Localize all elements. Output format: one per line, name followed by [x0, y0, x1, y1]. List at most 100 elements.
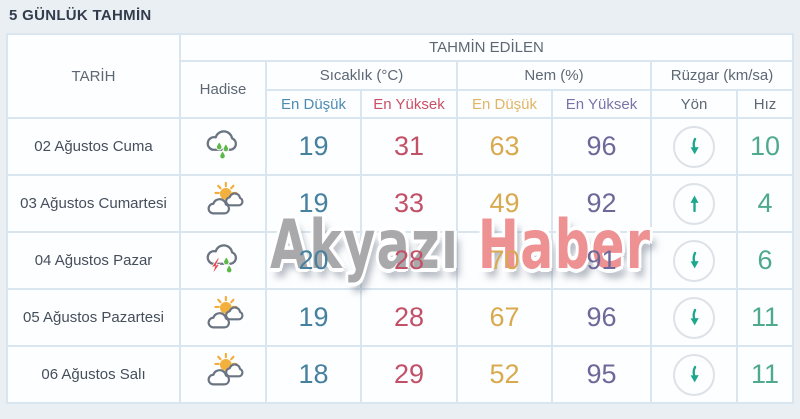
rain-cloud-icon [200, 124, 246, 164]
date-label: 04 Ağustos Pazar [34, 251, 153, 269]
date-label: 05 Ağustos Pazartesi [23, 308, 164, 326]
wind-speed-value: 6 [757, 245, 773, 275]
col-header-temp-max: En Yüksek [362, 91, 456, 117]
wind-dir-cell [652, 176, 736, 231]
temp-min-value: 19 [298, 131, 329, 161]
col-header-temp-min: En Düşük [267, 91, 360, 117]
date-cell: 04 Ağustos Pazar [8, 233, 179, 288]
wind-speed-cell: 11 [738, 290, 792, 345]
humidity-max-value: 96 [586, 302, 617, 332]
temp-max-cell: 28 [362, 290, 456, 345]
col-header-temperature: Sıcaklık (°C) [267, 62, 456, 89]
humidity-min-value: 63 [489, 131, 520, 161]
col-header-date: TARİH [8, 35, 179, 117]
condition-cell [181, 290, 265, 345]
humidity-min-value: 52 [489, 359, 520, 389]
partly-cloudy-icon [200, 295, 246, 335]
wind-speed-value: 10 [749, 131, 781, 161]
temp-max-value: 28 [393, 302, 425, 332]
date-label: 02 Ağustos Cuma [34, 137, 153, 155]
temp-min-cell: 19 [267, 176, 360, 231]
date-cell: 02 Ağustos Cuma [8, 119, 179, 174]
humidity-max-value: 92 [586, 188, 617, 218]
temp-max-value: 31 [393, 131, 425, 161]
hum-min-cell: 70 [458, 233, 551, 288]
temp-min-value: 19 [298, 302, 329, 332]
temp-max-cell: 28 [362, 233, 456, 288]
partly-cloudy-icon [200, 181, 246, 221]
wind-dir-cell [652, 233, 736, 288]
humidity-max-value: 95 [586, 359, 617, 389]
forecast-row: 02 Ağustos Cuma 19 31 63 96 10 [8, 119, 792, 174]
date-cell: 03 Ağustos Cumartesi [8, 176, 179, 231]
hum-max-cell: 95 [553, 347, 650, 402]
col-header-hum-min: En Düşük [458, 91, 551, 117]
forecast-row: 06 Ağustos Salı 18 29 52 95 11 [8, 347, 792, 402]
hum-min-cell: 49 [458, 176, 551, 231]
wind-dir-cell [652, 290, 736, 345]
humidity-min-value: 70 [489, 245, 520, 275]
wind-direction-up-icon [673, 182, 715, 225]
col-header-humidity: Nem (%) [458, 62, 650, 89]
hum-min-cell: 67 [458, 290, 551, 345]
wind-dir-cell [652, 347, 736, 402]
wind-speed-value: 4 [757, 188, 773, 218]
wind-speed-value: 11 [750, 359, 780, 389]
page-title: 5 GÜNLÜK TAHMİN [9, 7, 152, 24]
hum-max-cell: 96 [553, 290, 650, 345]
wind-direction-down-icon [673, 353, 715, 396]
humidity-max-value: 96 [586, 131, 617, 161]
temp-max-cell: 31 [362, 119, 456, 174]
temp-min-cell: 20 [267, 233, 360, 288]
temp-max-cell: 29 [362, 347, 456, 402]
hum-max-cell: 92 [553, 176, 650, 231]
wind-speed-value: 11 [750, 302, 780, 332]
date-cell: 05 Ağustos Pazartesi [8, 290, 179, 345]
hum-max-cell: 91 [553, 233, 650, 288]
wind-speed-cell: 10 [738, 119, 792, 174]
wind-direction-down-icon [673, 296, 715, 339]
wind-speed-cell: 4 [738, 176, 792, 231]
condition-cell [181, 347, 265, 402]
forecast-row: 05 Ağustos Pazartesi 19 28 67 96 11 [8, 290, 792, 345]
temp-min-cell: 19 [267, 290, 360, 345]
forecast-row: 03 Ağustos Cumartesi 19 33 49 92 4 [8, 176, 792, 231]
col-header-condition: Hadise [181, 62, 265, 117]
temp-max-value: 28 [393, 245, 425, 275]
temp-min-value: 18 [298, 359, 329, 389]
wind-speed-cell: 6 [738, 233, 792, 288]
wind-direction-down-icon [673, 125, 715, 168]
temp-max-value: 29 [393, 359, 425, 389]
col-header-wind-speed: Hız [738, 91, 792, 117]
date-label: 03 Ağustos Cumartesi [20, 194, 167, 212]
wind-direction-down-icon [673, 239, 715, 282]
col-header-predicted: TAHMİN EDİLEN [181, 35, 792, 60]
hum-min-cell: 52 [458, 347, 551, 402]
storm-rain-icon [200, 238, 246, 278]
date-cell: 06 Ağustos Salı [8, 347, 179, 402]
hum-min-cell: 63 [458, 119, 551, 174]
temp-min-value: 20 [298, 245, 329, 275]
condition-cell [181, 176, 265, 231]
wind-speed-cell: 11 [738, 347, 792, 402]
hum-max-cell: 96 [553, 119, 650, 174]
forecast-row: 04 Ağustos Pazar 20 28 70 91 6 [8, 233, 792, 288]
humidity-min-value: 49 [489, 188, 520, 218]
wind-dir-cell [652, 119, 736, 174]
partly-cloudy-icon [200, 352, 246, 392]
temp-min-cell: 19 [267, 119, 360, 174]
temp-min-cell: 18 [267, 347, 360, 402]
humidity-max-value: 91 [586, 245, 617, 275]
col-header-wind-dir: Yön [652, 91, 736, 117]
col-header-wind: Rüzgar (km/sa) [652, 62, 792, 89]
temp-min-value: 19 [298, 188, 329, 218]
condition-cell [181, 119, 265, 174]
humidity-min-value: 67 [489, 302, 520, 332]
condition-cell [181, 233, 265, 288]
date-label: 06 Ağustos Salı [41, 365, 146, 383]
forecast-table: TARİH TAHMİN EDİLEN Hadise Sıcaklık (°C)… [6, 33, 794, 404]
col-header-hum-max: En Yüksek [553, 91, 650, 117]
temp-max-cell: 33 [362, 176, 456, 231]
temp-max-value: 33 [393, 188, 425, 218]
